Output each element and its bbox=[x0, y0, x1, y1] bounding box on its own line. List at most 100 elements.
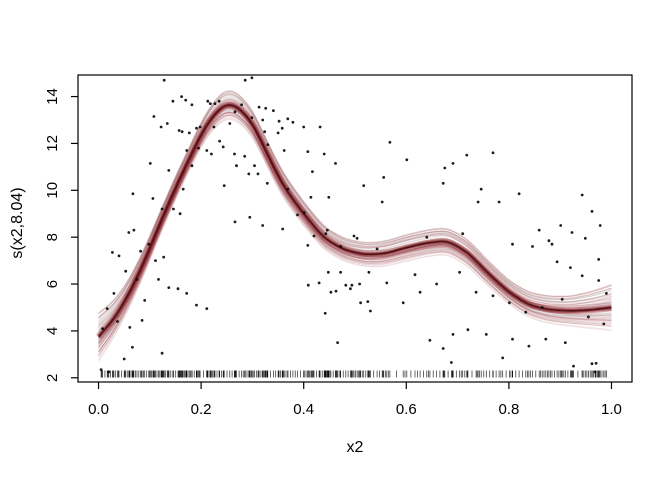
data-point bbox=[359, 301, 362, 305]
data-point bbox=[176, 287, 180, 291]
data-point bbox=[261, 118, 265, 122]
data-point bbox=[583, 236, 587, 240]
x-tick-label: 0.4 bbox=[293, 401, 314, 418]
data-point bbox=[111, 251, 114, 254]
data-point bbox=[139, 249, 143, 253]
data-point bbox=[312, 234, 316, 238]
data-point bbox=[309, 195, 313, 199]
data-point bbox=[172, 207, 175, 211]
data-point bbox=[511, 337, 514, 341]
y-tick-label: 4 bbox=[44, 327, 61, 335]
data-point bbox=[580, 193, 584, 197]
data-point bbox=[131, 192, 135, 196]
data-point bbox=[479, 187, 483, 191]
data-point bbox=[366, 300, 370, 303]
data-point bbox=[132, 228, 136, 232]
data-point bbox=[180, 130, 184, 134]
data-point bbox=[266, 143, 270, 147]
data-point bbox=[302, 211, 306, 215]
y-tick-labels: 2 4 6 8 10 12 14 bbox=[44, 88, 61, 382]
data-point bbox=[326, 270, 330, 274]
data-point bbox=[435, 282, 438, 286]
data-point bbox=[501, 356, 505, 360]
data-point bbox=[388, 140, 392, 144]
data-point bbox=[605, 292, 608, 295]
data-point bbox=[190, 103, 194, 107]
data-point bbox=[322, 152, 326, 156]
data-point bbox=[253, 164, 256, 168]
data-point bbox=[306, 283, 310, 287]
data-point bbox=[559, 224, 563, 227]
data-point bbox=[205, 149, 209, 152]
data-point bbox=[243, 154, 247, 158]
data-point bbox=[99, 368, 103, 371]
data-point bbox=[222, 184, 226, 188]
data-point bbox=[413, 273, 417, 277]
data-point bbox=[210, 152, 213, 156]
data-point bbox=[594, 361, 598, 365]
data-point bbox=[148, 162, 152, 165]
data-point bbox=[443, 166, 447, 170]
data-point bbox=[221, 145, 225, 149]
data-point bbox=[140, 319, 144, 322]
x-tick-label: 0.2 bbox=[191, 401, 212, 418]
data-point bbox=[339, 245, 342, 248]
data-point bbox=[352, 234, 356, 238]
data-point bbox=[327, 195, 331, 199]
data-point bbox=[276, 131, 280, 135]
x-tick-label: 1.0 bbox=[601, 401, 622, 418]
data-point bbox=[537, 228, 541, 232]
data-point bbox=[547, 239, 551, 243]
data-point bbox=[122, 357, 126, 361]
data-point bbox=[171, 99, 175, 103]
data-point bbox=[527, 344, 531, 348]
data-point bbox=[291, 120, 295, 124]
data-point bbox=[508, 301, 511, 305]
data-point bbox=[281, 227, 285, 231]
data-point bbox=[286, 117, 290, 121]
rug-marks bbox=[100, 370, 607, 378]
data-point bbox=[349, 287, 352, 291]
confidence-strands-red bbox=[98, 90, 612, 362]
data-point bbox=[461, 232, 465, 236]
data-point bbox=[143, 299, 147, 302]
data-point bbox=[233, 152, 236, 156]
data-point bbox=[178, 212, 182, 216]
data-point bbox=[280, 126, 284, 130]
data-point bbox=[296, 213, 299, 217]
data-point bbox=[325, 228, 329, 232]
data-point bbox=[197, 146, 200, 150]
data-point bbox=[160, 351, 164, 355]
data-point bbox=[511, 242, 514, 246]
data-point bbox=[177, 129, 181, 132]
data-point bbox=[344, 283, 348, 287]
data-point bbox=[162, 78, 166, 82]
x-tick-labels: 0.0 0.2 0.4 0.6 0.8 1.0 bbox=[88, 401, 622, 418]
data-point bbox=[152, 115, 156, 118]
data-point bbox=[167, 286, 171, 289]
data-point bbox=[317, 281, 321, 285]
data-point bbox=[264, 106, 268, 110]
data-point bbox=[235, 164, 238, 168]
data-point bbox=[306, 244, 310, 247]
data-point bbox=[212, 125, 216, 129]
data-point bbox=[105, 307, 109, 310]
data-point bbox=[272, 109, 275, 112]
data-point bbox=[302, 125, 306, 129]
data-point bbox=[181, 187, 185, 191]
data-point bbox=[195, 303, 198, 307]
data-point bbox=[248, 215, 252, 219]
data-point bbox=[350, 283, 354, 287]
data-point bbox=[355, 236, 359, 240]
data-point bbox=[555, 260, 559, 264]
data-point bbox=[466, 328, 470, 332]
data-point bbox=[336, 341, 339, 344]
data-point bbox=[190, 164, 194, 168]
data-point bbox=[217, 99, 221, 103]
data-point bbox=[531, 245, 534, 248]
data-point bbox=[590, 362, 594, 366]
data-point bbox=[451, 333, 455, 336]
data-point bbox=[256, 172, 260, 176]
data-point bbox=[425, 235, 429, 239]
